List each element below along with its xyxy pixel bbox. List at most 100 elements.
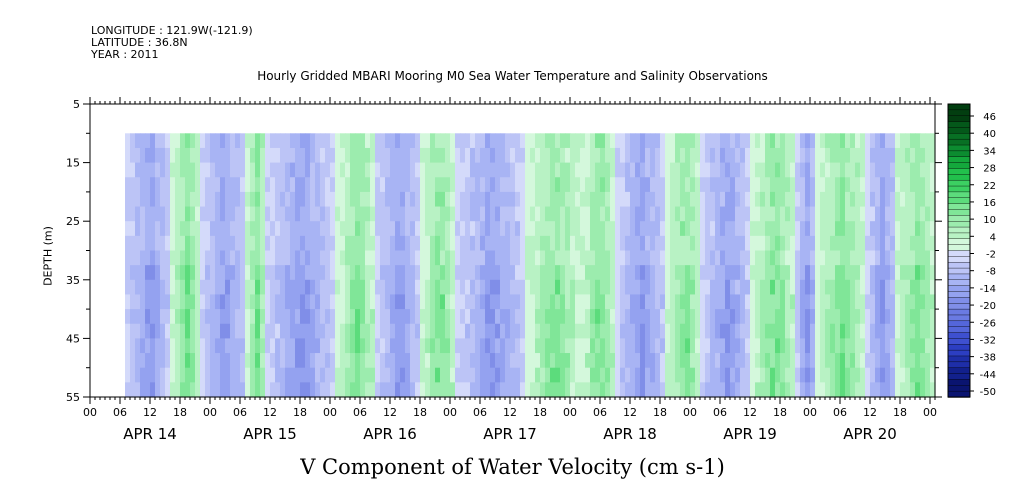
x-day-label: APR 20: [843, 425, 897, 443]
heatmap-cell: [255, 294, 261, 310]
heatmap-cell: [200, 133, 206, 149]
heatmap-cell: [640, 367, 646, 383]
heatmap-cell: [600, 177, 606, 193]
heatmap-cell: [510, 250, 516, 266]
heatmap-cell: [885, 338, 891, 354]
heatmap-cell: [350, 177, 356, 193]
heatmap-cell: [520, 367, 526, 383]
heatmap-cell: [440, 279, 446, 296]
heatmap-cell: [575, 309, 581, 325]
heatmap-cell: [885, 221, 891, 237]
heatmap-cell: [255, 265, 261, 281]
heatmap-cell: [430, 235, 436, 252]
heatmap-cell: [720, 367, 726, 383]
heatmap-cell: [195, 309, 201, 325]
heatmap-cell: [290, 191, 296, 208]
heatmap-cell: [270, 177, 276, 193]
heatmap-cell: [170, 133, 176, 149]
heatmap-cell: [695, 162, 701, 178]
heatmap-cell: [410, 338, 416, 354]
heatmap-cell: [410, 177, 416, 193]
heatmap-cell: [475, 294, 481, 310]
heatmap-cell: [925, 162, 931, 178]
heatmap-cell: [785, 147, 791, 164]
heatmap-cell: [220, 206, 226, 222]
heatmap-cell: [270, 191, 276, 208]
heatmap-cell: [310, 367, 316, 383]
heatmap-cell: [230, 206, 236, 222]
heatmap-cell: [730, 206, 736, 222]
heatmap-cell: [135, 191, 141, 208]
heatmap-cell: [355, 279, 361, 296]
heatmap-cell: [305, 221, 311, 237]
y-tick-label: 5: [73, 98, 80, 111]
heatmap-cell: [285, 133, 291, 149]
heatmap-cell: [830, 191, 836, 208]
heatmap-cell: [795, 367, 801, 383]
heatmap-cell: [355, 206, 361, 222]
heatmap-cell: [655, 323, 661, 339]
heatmap-cell: [350, 133, 356, 149]
heatmap-cell: [905, 265, 911, 281]
heatmap-cell: [880, 353, 886, 369]
heatmap-cell: [190, 191, 196, 208]
heatmap-cell: [265, 206, 271, 222]
heatmap-cell: [290, 265, 296, 281]
heatmap-cell: [485, 177, 491, 193]
heatmap-cell: [530, 162, 536, 178]
heatmap-cell: [590, 162, 596, 178]
heatmap-cell: [820, 162, 826, 178]
heatmap-cell: [630, 382, 636, 398]
heatmap-cell: [810, 323, 816, 339]
heatmap-cell: [605, 177, 611, 193]
heatmap-cell: [375, 250, 381, 266]
heatmap-cell: [865, 382, 871, 398]
heatmap-cell: [735, 279, 741, 296]
heatmap-cell: [715, 353, 721, 369]
heatmap-cell: [455, 177, 461, 193]
heatmap-cell: [400, 265, 406, 281]
heatmap-cell: [560, 265, 566, 281]
colorbar-segment: [947, 115, 971, 123]
heatmap-cell: [300, 367, 306, 383]
heatmap-cell: [635, 191, 641, 208]
heatmap-cell: [805, 353, 811, 369]
heatmap-cell: [895, 279, 901, 296]
colorbar-label: 22: [983, 181, 996, 192]
heatmap-cell: [470, 133, 476, 149]
heatmap-cell: [655, 162, 661, 178]
heatmap-cell: [450, 191, 456, 208]
heatmap-cell: [335, 162, 341, 178]
heatmap-cell: [145, 221, 151, 237]
heatmap-cell: [700, 294, 706, 310]
heatmap-cell: [825, 265, 831, 281]
heatmap-cell: [330, 162, 336, 178]
heatmap-cell: [345, 353, 351, 369]
heatmap-cell: [550, 294, 556, 310]
heatmap-cell: [870, 382, 876, 398]
heatmap-cell: [815, 323, 821, 339]
heatmap-cell: [730, 279, 736, 296]
heatmap-cell: [845, 294, 851, 310]
heatmap-cell: [540, 353, 546, 369]
heatmap-cell: [465, 338, 471, 354]
heatmap-cell: [435, 147, 441, 164]
heatmap-cell: [675, 162, 681, 178]
heatmap-cell: [460, 221, 466, 237]
heatmap-cell: [840, 279, 846, 296]
heatmap-cell: [330, 353, 336, 369]
heatmap-cell: [830, 177, 836, 193]
heatmap-cell: [320, 382, 326, 398]
heatmap-cell: [610, 133, 616, 149]
heatmap-cell: [260, 367, 266, 383]
heatmap-cell: [405, 235, 411, 252]
heatmap-cell: [505, 147, 511, 164]
heatmap-cell: [320, 279, 326, 296]
heatmap-cell: [545, 294, 551, 310]
heatmap-cell: [195, 133, 201, 149]
heatmap-cell: [850, 133, 856, 149]
heatmap-cell: [165, 294, 171, 310]
heatmap-cell: [270, 323, 276, 339]
heatmap-cell: [845, 338, 851, 354]
heatmap-cell: [265, 353, 271, 369]
